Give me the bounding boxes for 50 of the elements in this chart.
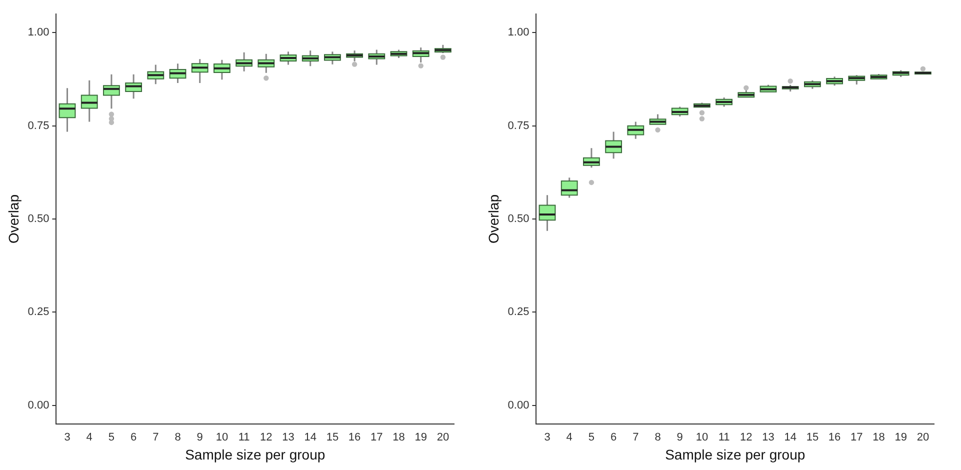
- y-tick-label: 0.00: [28, 399, 50, 412]
- y-tick-label: 0.75: [28, 120, 50, 132]
- x-tick-label: 15: [806, 432, 819, 444]
- x-tick-label: 6: [610, 432, 617, 444]
- x-tick-label: 11: [718, 432, 730, 444]
- x-tick-label: 9: [676, 432, 683, 444]
- x-tick-label: 19: [414, 432, 427, 444]
- x-tick-label: 15: [326, 432, 339, 444]
- x-tick-label: 18: [872, 432, 885, 444]
- x-tick-label: 18: [392, 432, 405, 444]
- x-tick-label: 20: [916, 432, 930, 444]
- x-tick-label: 3: [544, 432, 550, 444]
- y-tick-label: 1.00: [28, 26, 50, 39]
- y-tick-label: 0.25: [508, 306, 530, 318]
- x-tick-label: 7: [632, 432, 639, 444]
- x-tick-label: 17: [850, 432, 863, 444]
- x-tick-label: 5: [588, 432, 595, 444]
- x-axis-title: Sample size per group: [185, 446, 326, 462]
- x-axis-title: Sample size per group: [665, 446, 806, 462]
- x-tick-label: 10: [216, 432, 228, 444]
- y-axis-title: Overlap: [485, 194, 502, 244]
- x-tick-label: 6: [130, 432, 137, 444]
- y-tick-label: 0.75: [508, 120, 530, 132]
- x-tick-label: 9: [196, 432, 203, 444]
- x-tick-label: 5: [108, 432, 115, 444]
- x-tick-label: 17: [370, 432, 383, 444]
- y-tick-label: 1.00: [508, 26, 530, 39]
- y-tick-label: 0.50: [508, 213, 530, 226]
- x-tick-label: 3: [64, 432, 70, 444]
- x-tick-label: 4: [566, 432, 572, 444]
- x-tick-label: 8: [174, 432, 181, 444]
- x-tick-label: 14: [784, 432, 796, 444]
- x-tick-label: 16: [348, 432, 361, 444]
- x-tick-label: 7: [152, 432, 159, 444]
- x-tick-label: 4: [86, 432, 92, 444]
- x-tick-label: 16: [828, 432, 841, 444]
- x-tick-label: 13: [282, 432, 294, 444]
- y-tick-label: 0.00: [508, 399, 530, 412]
- x-tick-label: 12: [740, 432, 752, 444]
- y-tick-label: 0.50: [28, 213, 50, 226]
- x-tick-label: 20: [436, 432, 450, 444]
- x-tick-label: 19: [894, 432, 907, 444]
- x-tick-label: 10: [696, 432, 708, 444]
- x-tick-label: 12: [260, 432, 272, 444]
- y-tick-label: 0.25: [28, 306, 50, 318]
- x-tick-label: 14: [304, 432, 316, 444]
- y-axis-title: Overlap: [5, 194, 22, 244]
- x-tick-label: 8: [654, 432, 661, 444]
- x-tick-label: 11: [238, 432, 250, 444]
- x-tick-label: 13: [762, 432, 774, 444]
